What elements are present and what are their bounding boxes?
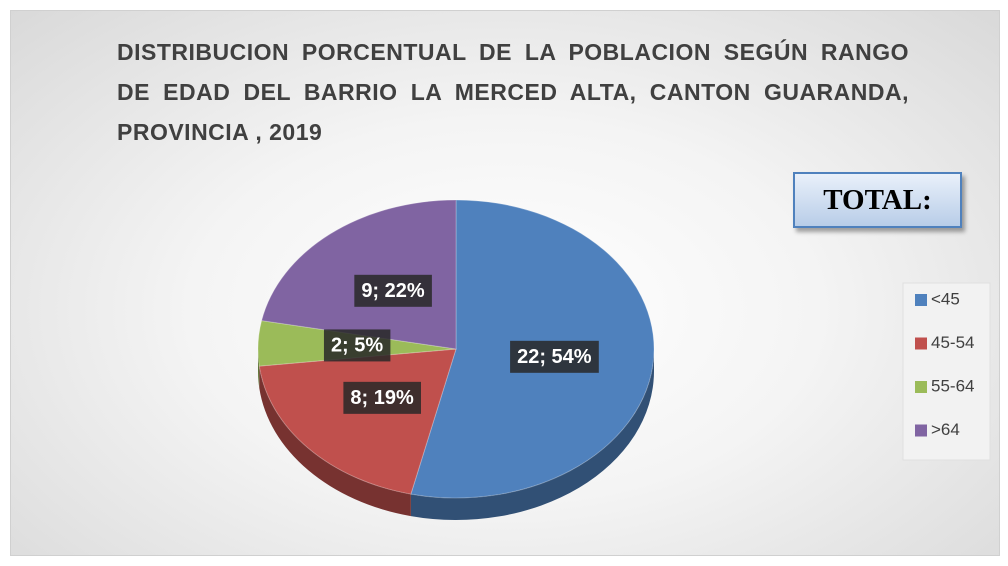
legend-swatch xyxy=(915,424,927,437)
data-label: 22; 54% xyxy=(517,346,592,368)
legend-swatch xyxy=(915,294,927,306)
data-label: 9; 22% xyxy=(361,280,425,302)
pie-side xyxy=(410,349,654,520)
pie-side xyxy=(258,349,260,389)
data-label-box xyxy=(354,274,432,307)
legend-swatch xyxy=(915,337,927,350)
chart-title: DISTRIBUCION PORCENTUAL DE LA POBLACION … xyxy=(117,39,909,145)
legend-swatch xyxy=(915,381,927,393)
legend-label: <45 xyxy=(931,289,960,308)
legend-label: 45-54 xyxy=(931,333,974,352)
data-label-box xyxy=(343,381,421,414)
data-label-box xyxy=(323,329,391,362)
legend-label: >64 xyxy=(931,420,960,439)
data-label: 8; 19% xyxy=(350,387,414,409)
legend-label: 55-64 xyxy=(931,376,974,395)
data-label: 2; 5% xyxy=(331,334,383,356)
data-label-box xyxy=(510,340,599,373)
annotation: TOTAL: xyxy=(793,172,962,228)
pie-slice xyxy=(260,199,457,350)
pie-side xyxy=(259,366,411,517)
